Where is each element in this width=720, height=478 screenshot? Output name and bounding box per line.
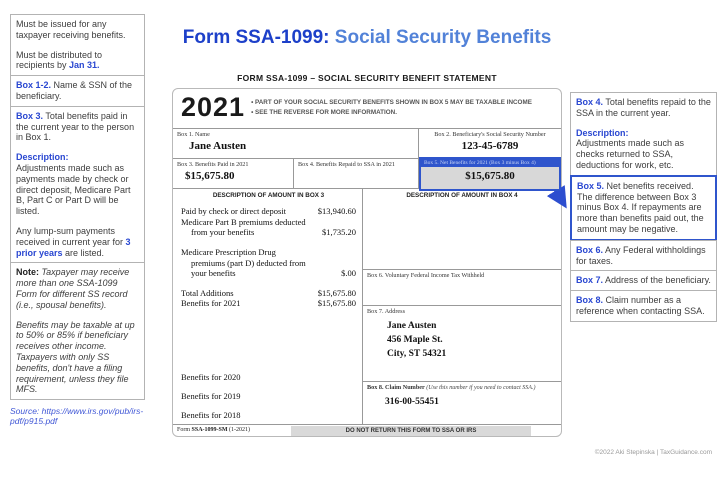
note-box8: Box 8. Claim number as a reference when … xyxy=(570,290,717,322)
form-box7-label: Box 7. Address xyxy=(367,308,405,315)
note-issuance-text: Must be issued for any taxpayer receivin… xyxy=(16,19,126,40)
box5-label: Box 5. xyxy=(577,180,605,191)
note-label: Note: xyxy=(16,267,39,278)
form-box6-label: Box 6. Voluntary Federal Income Tax With… xyxy=(367,272,485,279)
form-box2-cell: Box 2. Beneficiary's Social Security Num… xyxy=(419,129,561,158)
box3-description-text: Adjustments made such as payments made b… xyxy=(16,162,131,217)
note-issuance: Must be issued for any taxpayer receivin… xyxy=(10,14,145,77)
desc-row: premiums (part D) deducted from xyxy=(191,257,306,268)
note-taxability: Note: Taxpayer may receive more than one… xyxy=(10,262,145,401)
form-box3-cell: Box 3. Benefits Paid in 2021 $15,675.80 xyxy=(173,159,294,188)
form-box7-section: Box 7. Address Jane Austen 456 Maple St.… xyxy=(363,305,561,381)
form-box8-note: (Use this number if you need to contact … xyxy=(426,385,536,391)
form-bullet-2: • SEE THE REVERSE FOR MORE INFORMATION. xyxy=(251,108,397,116)
address-line: 456 Maple St. xyxy=(387,334,443,345)
form-box2-value: 123-45-6789 xyxy=(461,140,519,152)
note-multiple-forms-text: Taxpayer may receive more than one SSA-1… xyxy=(16,267,130,310)
page-title: Form SSA-1099: Social Security Benefits xyxy=(160,27,574,49)
address-line: Jane Austen xyxy=(387,321,437,331)
benefits-2018-row: Benefits for 2018 xyxy=(181,410,241,420)
form-bullet-1: • PART OF YOUR SOCIAL SECURITY BENEFITS … xyxy=(251,99,532,106)
source-link[interactable]: Source: https://www.irs.gov/pub/irs-pdf/… xyxy=(10,406,144,427)
do-not-return-bar: DO NOT RETURN THIS FORM TO SSA OR IRS xyxy=(291,426,531,436)
form-name-row: Box 1. Name Jane Austen Box 2. Beneficia… xyxy=(173,129,561,159)
form-box1-value: Jane Austen xyxy=(189,140,247,152)
page-title-secondary: Social Security Benefits xyxy=(329,27,552,48)
desc-row: from your benefits $1,735.20 xyxy=(191,227,356,238)
form-amounts-row: Box 3. Benefits Paid in 2021 $15,675.80 … xyxy=(173,157,561,191)
form-box5-value: $15,675.80 xyxy=(465,170,515,182)
form-box6-section: Box 6. Voluntary Federal Income Tax With… xyxy=(363,269,561,305)
box7-label: Box 7. xyxy=(576,275,604,286)
page-title-primary: Form SSA-1099: xyxy=(182,27,330,48)
desc-row-benefits-2021: Benefits for 2021 $15,675.80 xyxy=(181,298,356,309)
box1-2-label: Box 1-2. xyxy=(16,80,52,91)
jan31-highlight: Jan 31. xyxy=(69,60,100,71)
desc-row: Paid by check or direct deposit $13,940.6… xyxy=(181,206,356,216)
box3-label: Box 3. xyxy=(16,110,44,121)
benefits-2019-row: Benefits for 2019 xyxy=(181,391,241,401)
form-desc-box4-column: DESCRIPTION OF AMOUNT IN BOX 4 Box 6. Vo… xyxy=(363,189,561,424)
box3-text: Total benefits paid in the current year … xyxy=(16,110,135,143)
address-line: City, ST 54321 xyxy=(387,348,447,359)
note-box4: Box 4. Total benefits repaid to the SSA … xyxy=(570,92,717,176)
desc-box4-header: DESCRIPTION OF AMOUNT IN BOX 4 xyxy=(406,192,518,199)
right-notes-column: Box 4. Total benefits repaid to the SSA … xyxy=(570,92,717,322)
form-box8-section: Box 8. Claim Number (Use this number if … xyxy=(363,381,561,424)
box5-text: Net benefits received. The difference be… xyxy=(577,180,704,234)
form-box4-label: Box 4. Benefits Repaid to SSA in 2021 xyxy=(298,161,395,168)
form-box7-address: Jane Austen 456 Maple St. City, ST 54321 xyxy=(367,320,557,361)
box1-2-text: Name & SSN of the beneficiary. xyxy=(16,80,133,101)
form-desc-box3-column: DESCRIPTION OF AMOUNT IN BOX 3 Paid by c… xyxy=(173,189,363,424)
form-box3-value: $15,675.80 xyxy=(185,170,235,182)
benefits-2020-row: Benefits for 2020 xyxy=(181,372,241,382)
form-year: 2021 xyxy=(181,92,246,122)
form-footer-row: Form SSA-1099-SM (1-2021) DO NOT RETURN … xyxy=(173,424,561,436)
form-box1-cell: Box 1. Name Jane Austen xyxy=(173,129,419,158)
box4-description-text: Adjustments made such as checks returned… xyxy=(576,138,685,170)
box3-description-label: Description: xyxy=(16,152,69,163)
desc-row: Medicare Prescription Drug xyxy=(181,246,276,257)
note-taxable-text: Benefits may be taxable at up to 50% or … xyxy=(16,319,135,395)
box7-text: Address of the beneficiary. xyxy=(603,275,711,286)
form-box4-value xyxy=(298,168,414,170)
box6-label: Box 6. xyxy=(576,244,604,255)
form-statement-title: FORM SSA-1099 – SOCIAL SECURITY BENEFIT … xyxy=(237,73,497,83)
note-box5: Box 5. Net benefits received. The differ… xyxy=(570,174,717,241)
note-box6: Box 6. Any Federal withholdings for taxe… xyxy=(570,239,717,272)
form-box5-label: Box 5. Net Benefits for 2021 (Box 3 minu… xyxy=(421,159,559,167)
box4-label: Box 4. xyxy=(576,97,604,107)
box8-label: Box 8. xyxy=(576,295,604,306)
desc-row: Medicare Part B premiums deducted xyxy=(181,216,306,227)
form-box1-label: Box 1. Name xyxy=(177,131,210,138)
form-box5-cell-highlighted: Box 5. Net Benefits for 2021 (Box 3 minu… xyxy=(419,157,561,191)
copyright-credit: ©2022 Aki Stepinska | TaxGuidance.com xyxy=(594,449,712,456)
form-bullets: • PART OF YOUR SOCIAL SECURITY BENEFITS … xyxy=(251,89,532,128)
note-box7: Box 7. Address of the beneficiary. xyxy=(570,270,717,292)
desc-row-total-additions: Total Additions $15,675.80 xyxy=(181,287,356,298)
box6-text: Any Federal withholdings for taxes. xyxy=(576,244,706,266)
prior-years-highlight: 3 prior years xyxy=(16,236,131,258)
form-box8-value: 316-00-55451 xyxy=(385,397,439,407)
note-box3: Box 3. Total benefits paid in the curren… xyxy=(10,105,145,264)
left-notes-column: Must be issued for any taxpayer receivin… xyxy=(10,14,145,426)
note-distribution-text: Must be distributed to recipients by Jan… xyxy=(16,49,103,71)
desc-row: your benefits $.00 xyxy=(191,268,356,279)
form-box8-label: Box 8. Claim Number (Use this number if … xyxy=(367,384,536,391)
form-year-row: 2021 • PART OF YOUR SOCIAL SECURITY BENE… xyxy=(173,89,561,129)
form-box3-label: Box 3. Benefits Paid in 2021 xyxy=(177,161,249,168)
desc-box3-header: DESCRIPTION OF AMOUNT IN BOX 3 xyxy=(212,192,325,199)
box4-text: Total benefits repaid to the SSA in the … xyxy=(576,97,711,118)
box8-text: Claim number as a reference when contact… xyxy=(576,295,705,316)
ssa-1099-form: 2021 • PART OF YOUR SOCIAL SECURITY BENE… xyxy=(172,88,562,437)
form-number: Form SSA-1099-SM (1-2021) xyxy=(177,427,251,433)
note-box1-2: Box 1-2. Name & SSN of the beneficiary. xyxy=(10,75,145,107)
form-description-row: DESCRIPTION OF AMOUNT IN BOX 3 Paid by c… xyxy=(173,189,561,424)
form-box2-label: Box 2. Beneficiary's Social Security Num… xyxy=(434,131,546,138)
form-box4-cell: Box 4. Benefits Repaid to SSA in 2021 xyxy=(294,159,419,188)
desc-spacer xyxy=(181,309,356,363)
box3-lumpsum-text: Any lump-sum payments received in curren… xyxy=(16,225,131,258)
box4-description-label: Description: xyxy=(576,127,629,138)
